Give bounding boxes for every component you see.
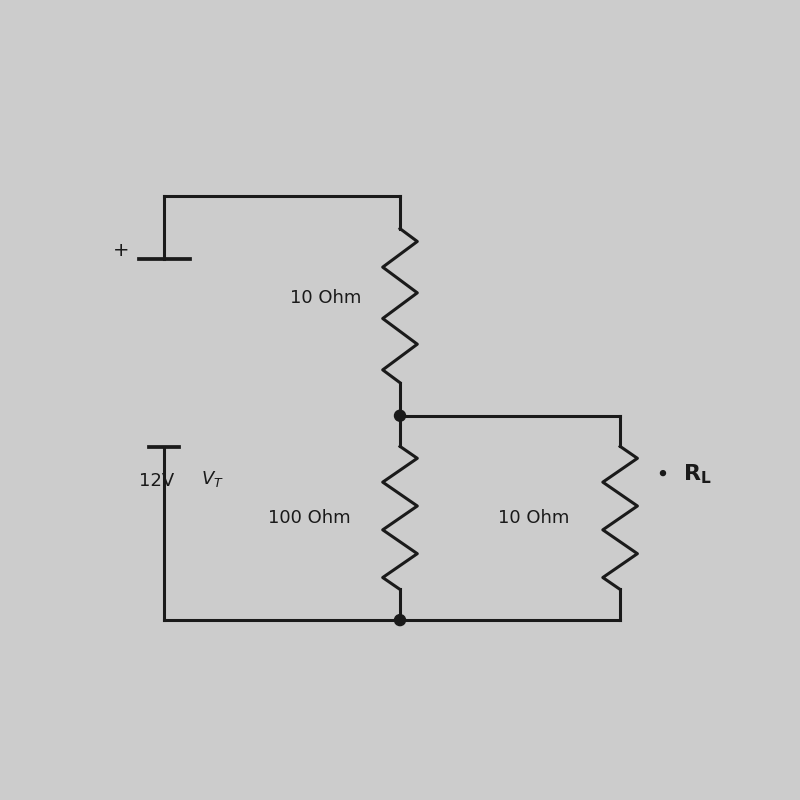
Text: +: + [113,241,130,260]
Text: 100 Ohm: 100 Ohm [268,509,351,527]
Circle shape [394,614,406,626]
Text: $V_T$: $V_T$ [202,469,224,489]
Text: 10 Ohm: 10 Ohm [290,289,361,307]
Text: 10 Ohm: 10 Ohm [498,509,570,527]
Text: 12V: 12V [138,472,174,490]
Circle shape [394,410,406,422]
Text: $\bullet$  $\mathbf{R_L}$: $\bullet$ $\mathbf{R_L}$ [655,463,712,486]
